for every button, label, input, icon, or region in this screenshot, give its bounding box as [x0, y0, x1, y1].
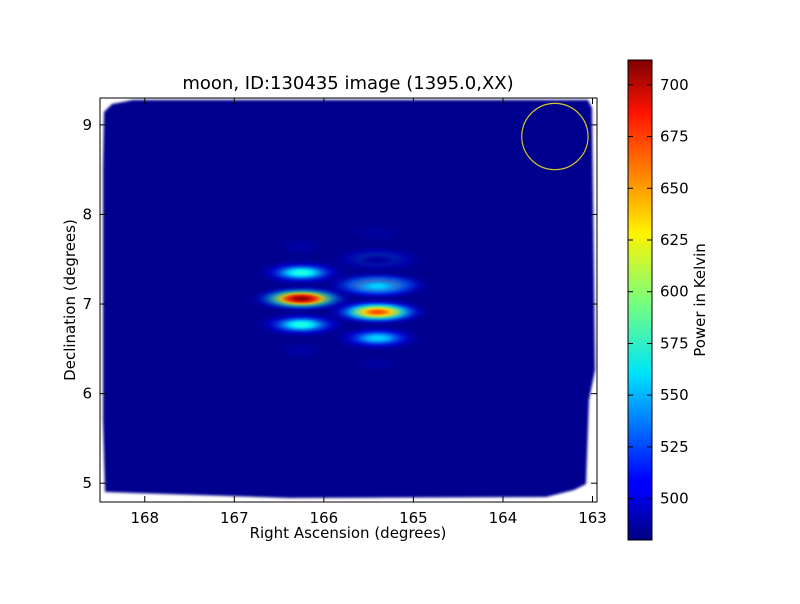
- source-fringe: [330, 245, 425, 275]
- x-tick-label: 164: [489, 509, 518, 527]
- y-tick-label: 6: [82, 385, 92, 403]
- source-fringe: [322, 297, 434, 327]
- colorbar-tick-label: 675: [660, 128, 689, 146]
- colorbar-label: Power in Kelvin: [691, 243, 709, 357]
- y-tick-label: 5: [82, 474, 92, 492]
- x-axis-ticks: 168 167 166 165 164 163: [130, 98, 607, 527]
- source-fringe: [330, 349, 425, 379]
- x-tick-label: 168: [130, 509, 159, 527]
- y-axis-ticks: 5 6 7 8 9: [82, 116, 597, 492]
- annotation-circle: [521, 102, 589, 171]
- x-tick-label: 167: [220, 509, 249, 527]
- plot-frame: [99, 97, 598, 503]
- colorbar-tick-label: 500: [660, 490, 689, 508]
- source-fringe: [326, 271, 429, 301]
- colorbar-gradient: [627, 59, 653, 541]
- source-layer: [245, 218, 434, 379]
- y-axis-label: Declination (degrees): [61, 219, 79, 381]
- source-fringe: [254, 232, 349, 262]
- y-tick-label: 9: [82, 116, 92, 134]
- colorbar-tick-label: 525: [660, 438, 689, 456]
- x-tick-label: 165: [399, 509, 428, 527]
- y-tick-label: 8: [82, 205, 92, 223]
- colorbar-tick-label: 550: [660, 386, 689, 404]
- colorbar-tick-label: 600: [660, 283, 689, 301]
- x-tick-label: 166: [310, 509, 339, 527]
- plot-area: 168 167 166 165 164 163 5 6 7 8 9: [82, 97, 607, 527]
- colorbar-tick-label: 575: [660, 334, 689, 352]
- colorbar-ticks: 500 525 550 575 600 625 650 675 700: [628, 76, 689, 508]
- chart-title: moon, ID:130435 image (1395.0,XX): [182, 73, 513, 94]
- source-fringe: [254, 336, 349, 365]
- source-fringe: [326, 323, 429, 353]
- colorbar: 500 525 550 575 600 625 650 675 700 Power in Kel…: [627, 59, 709, 541]
- colorbar-tick-label: 650: [660, 179, 689, 197]
- colorbar-tick-label: 700: [660, 76, 689, 94]
- x-tick-label: 163: [578, 509, 607, 527]
- source-fringe: [330, 218, 425, 248]
- y-tick-label: 7: [82, 295, 92, 313]
- x-axis-label: Right Ascension (degrees): [250, 524, 447, 542]
- colorbar-tick-label: 625: [660, 231, 689, 249]
